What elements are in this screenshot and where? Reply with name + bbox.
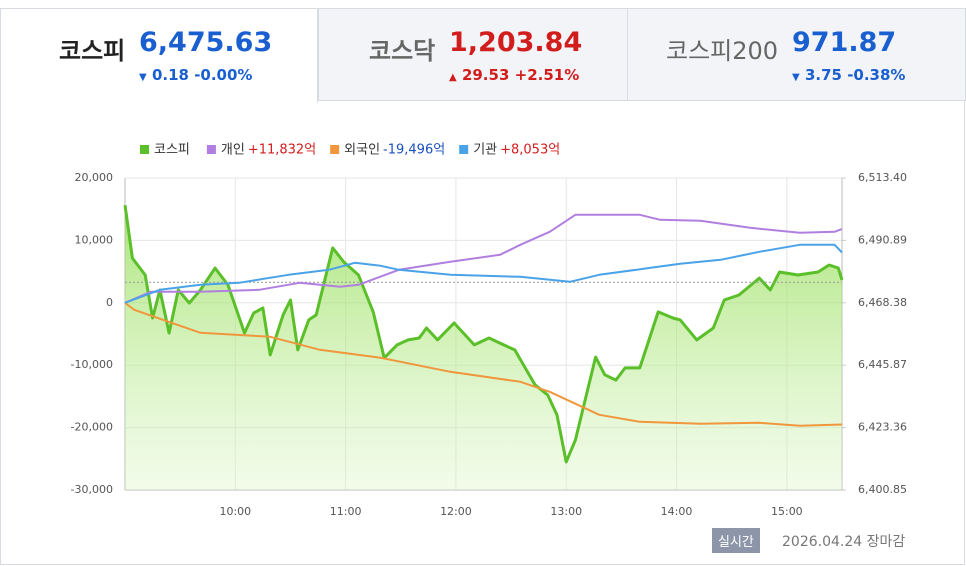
x-tick-label: 14:00 — [661, 505, 693, 518]
y2-tick-label: 6,468.38 — [858, 296, 907, 309]
y-tick-label: 20,000 — [75, 171, 114, 184]
legend-swatch — [459, 145, 469, 154]
legend-label: 기관 — [473, 143, 497, 158]
badge: 실시간 — [712, 528, 760, 553]
arrow: ▼ — [792, 72, 800, 83]
tab-change: ▼ 3.75 -0.38% — [792, 66, 905, 84]
legend-value: +8,053억 — [500, 143, 560, 158]
legend-swatch — [140, 145, 149, 154]
legend-value: -19,496억 — [383, 143, 445, 158]
series-line — [124, 213, 843, 304]
tab[interactable]: 코스피 6,475.63 ▼ 0.18 -0.00% — [0, 8, 318, 103]
change-pct: -0.38% — [847, 66, 906, 84]
x-tick-label: 10:00 — [219, 505, 251, 518]
y2-tick-label: 6,400.85 — [858, 483, 907, 496]
x-tick-label: 12:00 — [440, 505, 472, 518]
series-line — [124, 243, 843, 304]
tab-value: 6,475.63 — [139, 27, 273, 58]
y2-tick-label: 6,513.40 — [858, 171, 907, 184]
x-tick-label: 13:00 — [550, 505, 582, 518]
arrow: ▲ — [449, 72, 457, 83]
series-line — [124, 302, 843, 427]
legend-label: 개인 — [221, 143, 245, 158]
y2-tick-label: 6,490.89 — [858, 233, 907, 246]
change-pct: +2.51% — [514, 66, 580, 84]
x-tick-label: 11:00 — [330, 505, 362, 518]
tab[interactable]: 코스닥 1,203.84 ▲ 29.53 +2.51% — [318, 8, 628, 101]
legend-swatch — [330, 145, 340, 154]
change-pct: -0.00% — [194, 66, 253, 84]
arrow: ▼ — [139, 72, 147, 83]
y-tick-label: -10,000 — [71, 358, 113, 371]
y-tick-label: 10,000 — [75, 233, 114, 246]
legend-label: 외국인 — [344, 143, 380, 158]
legend-swatch — [206, 145, 216, 154]
tab-value: 1,203.84 — [449, 27, 583, 58]
y2-tick-label: 6,423.36 — [858, 421, 907, 434]
change: 29.53 — [461, 66, 510, 84]
y-tick-label: -30,000 — [71, 483, 113, 496]
tab-value: 971.87 — [792, 27, 897, 58]
x-tick-label: 15:00 — [771, 505, 803, 518]
y-tick-label: -20,000 — [71, 421, 113, 434]
legend-value: +11,832억 — [248, 143, 316, 158]
legend-label: 코스피 — [154, 143, 190, 158]
area — [125, 205, 842, 490]
tab-name: 코스피200 — [666, 37, 779, 65]
status: 2026.04.24 장마감 — [782, 534, 906, 550]
tab-name: 코스피 — [59, 37, 126, 65]
tab[interactable]: 코스피200 971.87 ▼ 3.75 -0.38% — [627, 8, 966, 101]
tab-name: 코스닥 — [369, 37, 436, 65]
tab-change: ▼ 0.18 -0.00% — [139, 66, 252, 84]
change: 0.18 — [151, 66, 189, 84]
y-tick-label: 0 — [106, 296, 113, 309]
change: 3.75 — [804, 66, 842, 84]
tab-change: ▲ 29.53 +2.51% — [449, 66, 579, 84]
y2-tick-label: 6,445.87 — [858, 358, 907, 371]
